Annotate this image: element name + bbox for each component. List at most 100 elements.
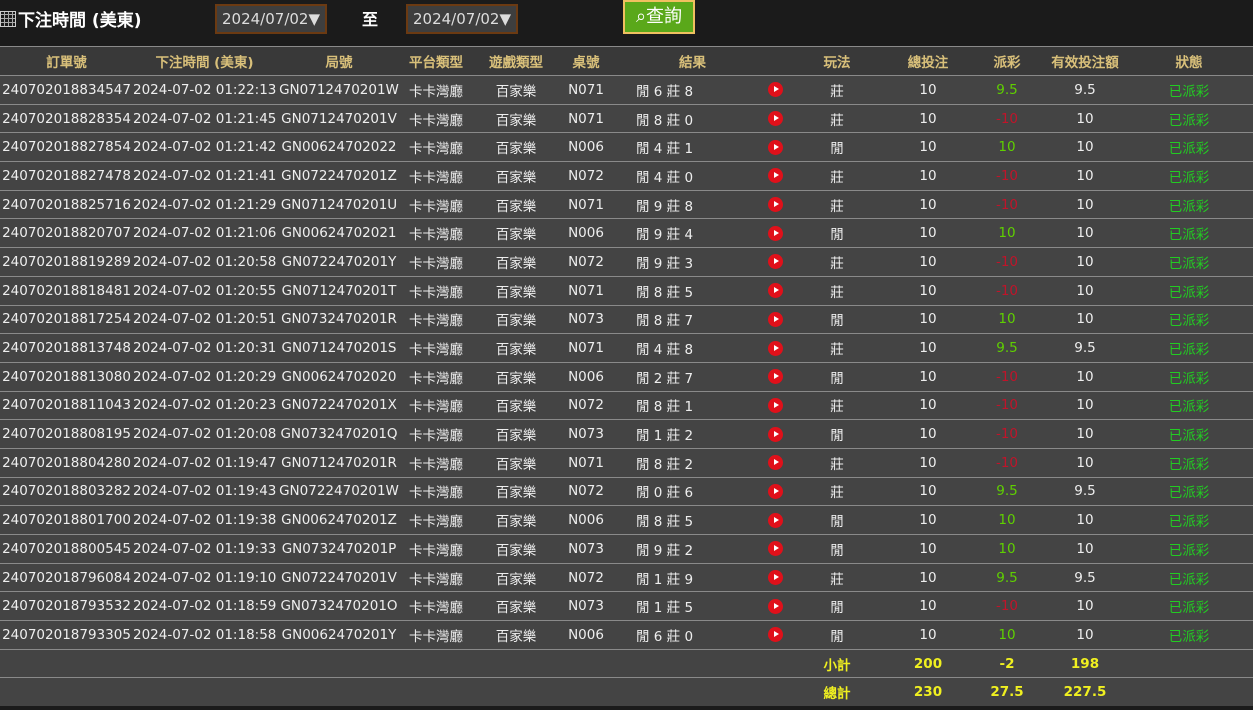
result: 閒 0 莊 6	[610, 476, 775, 506]
order-id: 240702018813080	[0, 361, 133, 392]
platform: 卡卡灣廳	[402, 75, 470, 105]
play-video-icon[interactable]	[767, 512, 783, 528]
bet-type: 莊	[787, 103, 887, 133]
order-id: 240702018834547	[0, 75, 133, 105]
play-video-icon[interactable]	[767, 311, 783, 327]
bet-records-table: 訂單號 下注時間 (美東) 局號 平台類型 遊戲類型 桌號 結果 玩法 總投注 派彩 有效投注額 狀態…	[0, 46, 1253, 707]
replay-cell	[767, 189, 787, 219]
table-id: N006	[562, 218, 610, 248]
subtotal-row: 小計 200 -2 198	[0, 648, 1253, 678]
valid-bet: 10	[1045, 620, 1125, 650]
table-row: 240702018813080 2024-07-02 01:20:29 GN0062…	[0, 361, 1253, 392]
query-button[interactable]: ⌕查詢	[623, 0, 695, 34]
play-video-icon[interactable]	[767, 369, 783, 385]
total-bet: 10	[887, 534, 969, 564]
play-video-icon[interactable]	[767, 225, 783, 241]
replay-cell	[767, 505, 787, 535]
status-badge: 已派彩	[1125, 333, 1253, 363]
status-badge: 已派彩	[1125, 390, 1253, 420]
bet-time: 2024-07-02 01:21:06	[133, 218, 276, 248]
total-bet: 10	[887, 390, 969, 420]
game-type: 百家樂	[470, 275, 562, 305]
date-to-select[interactable]: 2024/07/02▼	[406, 4, 518, 34]
query-label: 查詢	[646, 6, 683, 27]
game-type: 百家樂	[470, 419, 562, 449]
play-video-icon[interactable]	[767, 168, 783, 184]
order-id: 240702018793532	[0, 591, 133, 621]
bet-type: 莊	[787, 75, 887, 105]
play-video-icon[interactable]	[767, 283, 783, 299]
result: 閒 9 莊 2	[610, 534, 775, 564]
result: 閒 9 莊 4	[610, 218, 775, 248]
play-video-icon[interactable]	[767, 340, 783, 356]
status-badge: 已派彩	[1125, 103, 1253, 133]
table-id: N073	[562, 304, 610, 334]
payout: -10	[969, 189, 1045, 219]
round-id: GN00624702020	[276, 361, 402, 392]
total-bet: 10	[887, 218, 969, 248]
play-video-icon[interactable]	[767, 455, 783, 471]
result: 閒 4 莊 0	[610, 161, 775, 191]
round-id: GN0712470201W	[276, 75, 402, 105]
date-from-select[interactable]: 2024/07/02▼	[215, 4, 327, 34]
order-id: 240702018820707	[0, 218, 133, 248]
replay-cell	[767, 562, 787, 592]
payout: -10	[969, 390, 1045, 420]
play-video-icon[interactable]	[767, 627, 783, 643]
game-type: 百家樂	[470, 75, 562, 105]
bet-type: 閒	[787, 304, 887, 334]
payout-sum: 27.5	[969, 677, 1045, 707]
status-badge: 已派彩	[1125, 505, 1253, 535]
bet-time: 2024-07-02 01:19:33	[133, 534, 276, 564]
total-bet: 10	[887, 304, 969, 334]
play-video-icon[interactable]	[767, 598, 783, 614]
game-type: 百家樂	[470, 103, 562, 133]
play-video-icon[interactable]	[767, 82, 783, 98]
platform: 卡卡灣廳	[402, 534, 470, 564]
game-type: 百家樂	[470, 591, 562, 621]
spacer	[0, 677, 787, 707]
round-id: GN0062470201Y	[276, 620, 402, 650]
table-id: N072	[562, 562, 610, 592]
table-row: 240702018828354 2024-07-02 01:21:45 GN0712…	[0, 103, 1253, 133]
play-video-icon[interactable]	[767, 397, 783, 413]
table-row: 240702018817254 2024-07-02 01:20:51 GN0732…	[0, 304, 1253, 334]
play-video-icon[interactable]	[767, 197, 783, 213]
play-video-icon[interactable]	[767, 483, 783, 499]
play-video-icon[interactable]	[767, 426, 783, 442]
game-type: 百家樂	[470, 189, 562, 219]
replay-cell	[767, 476, 787, 506]
table-id: N071	[562, 189, 610, 219]
round-id: GN00624702021	[276, 218, 402, 248]
order-id: 240702018800545	[0, 534, 133, 564]
play-video-icon[interactable]	[767, 570, 783, 586]
play-video-icon[interactable]	[767, 111, 783, 127]
total-bet-sum: 200	[887, 648, 969, 678]
valid-bet: 10	[1045, 390, 1125, 420]
play-video-icon[interactable]	[767, 254, 783, 270]
round-id: GN0712470201S	[276, 333, 402, 363]
table-row: 240702018796084 2024-07-02 01:19:10 GN0722…	[0, 562, 1253, 592]
platform: 卡卡灣廳	[402, 304, 470, 334]
status-badge: 已派彩	[1125, 161, 1253, 191]
column-header: 狀態	[1125, 46, 1253, 76]
game-type: 百家樂	[470, 132, 562, 162]
to-label: 至	[362, 10, 379, 29]
platform: 卡卡灣廳	[402, 132, 470, 162]
bet-type: 閒	[787, 620, 887, 650]
table-id: N071	[562, 103, 610, 133]
table-id: N006	[562, 505, 610, 535]
valid-bet: 10	[1045, 505, 1125, 535]
play-video-icon[interactable]	[767, 541, 783, 557]
order-id: 240702018817254	[0, 304, 133, 334]
bet-type: 閒	[787, 419, 887, 449]
play-video-icon[interactable]	[767, 139, 783, 155]
platform: 卡卡灣廳	[402, 161, 470, 191]
result: 閒 6 莊 8	[610, 75, 775, 105]
round-id: GN0712470201U	[276, 189, 402, 219]
game-type: 百家樂	[470, 562, 562, 592]
bet-time: 2024-07-02 01:22:13	[133, 75, 276, 105]
bet-type: 莊	[787, 247, 887, 277]
table-id: N006	[562, 620, 610, 650]
table-row: 240702018834547 2024-07-02 01:22:13 GN0712…	[0, 75, 1253, 105]
